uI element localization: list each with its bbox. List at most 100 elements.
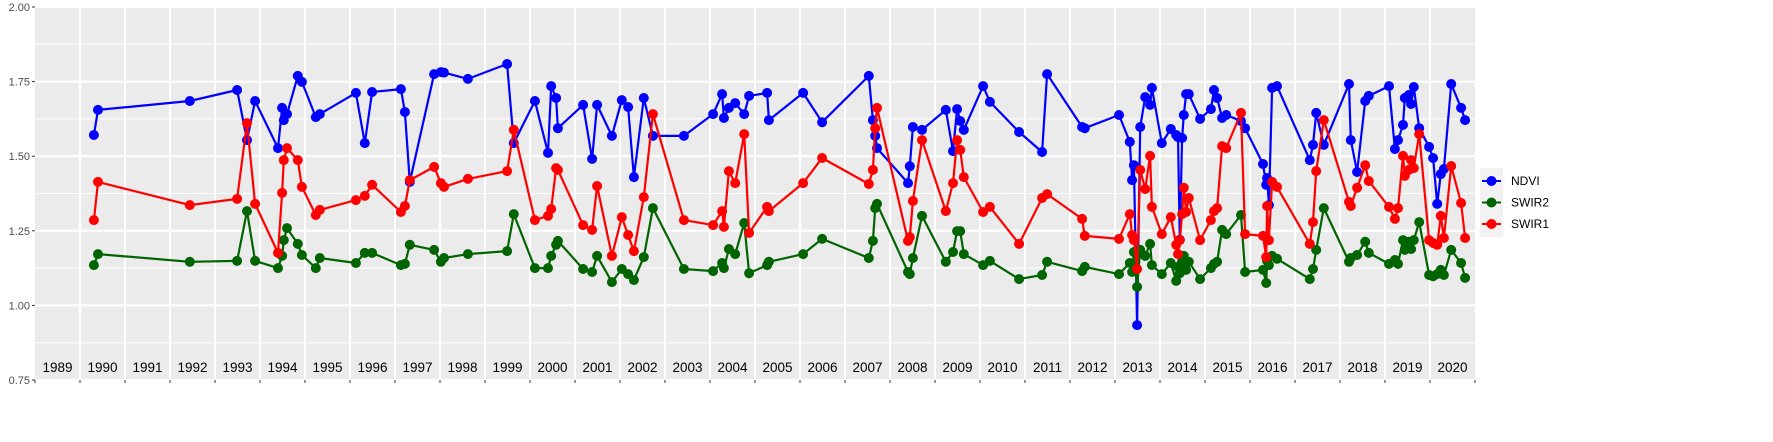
point-ndvi [739, 109, 750, 120]
point-swir2 [904, 269, 915, 280]
year-label: 1995 [312, 360, 342, 375]
point-swir1 [1145, 150, 1156, 161]
point-swir1 [1128, 235, 1139, 246]
point-swir1 [1311, 166, 1322, 177]
point-swir1 [1195, 235, 1206, 246]
point-swir1 [1140, 184, 1151, 194]
point-ndvi [1352, 167, 1363, 177]
point-swir2 [250, 255, 261, 266]
point-swir1 [870, 123, 881, 134]
point-swir1 [647, 109, 658, 120]
point-swir1 [88, 215, 99, 226]
legend-key-point-swir2 [1486, 197, 1497, 208]
point-swir1 [867, 164, 878, 175]
point-swir2 [587, 267, 598, 277]
point-ndvi [551, 93, 562, 103]
point-swir2 [917, 210, 927, 221]
point-swir2 [273, 263, 283, 274]
point-swir1 [1135, 164, 1146, 175]
point-swir2 [1114, 269, 1124, 280]
point-ndvi [1460, 115, 1471, 126]
point-ndvi [606, 130, 617, 141]
point-swir2 [1240, 267, 1251, 277]
point-ndvi [1384, 81, 1394, 92]
point-ndvi [250, 96, 261, 106]
point-swir1 [940, 206, 951, 217]
point-swir2 [708, 266, 719, 277]
point-swir1 [1156, 229, 1167, 240]
point-ndvi [1398, 119, 1408, 130]
point-swir1 [399, 201, 410, 211]
point-ndvi [1406, 99, 1417, 109]
point-swir2 [1156, 269, 1167, 280]
point-swir2 [1181, 264, 1192, 275]
point-ndvi [1456, 102, 1467, 113]
point-swir2 [1318, 203, 1329, 214]
point-swir1 [907, 196, 918, 206]
point-swir1 [638, 192, 649, 203]
point-swir2 [88, 260, 99, 271]
point-swir1 [439, 181, 449, 192]
point-ndvi [958, 124, 969, 135]
y-tick-label: 1.75 [9, 77, 30, 89]
point-swir1 [232, 193, 243, 204]
year-label: 2010 [987, 360, 1017, 375]
point-ndvi [1127, 175, 1138, 186]
point-ndvi [1403, 90, 1414, 100]
point-swir1 [1352, 182, 1363, 193]
point-ndvi [1258, 159, 1268, 169]
point-swir1 [350, 195, 361, 206]
point-swir2 [502, 246, 513, 257]
point-ndvi [367, 87, 378, 97]
point-ndvi [552, 123, 563, 134]
year-label: 2003 [672, 360, 702, 375]
year-label: 1997 [402, 360, 432, 375]
point-ndvi [718, 113, 729, 123]
legend-key-point-swir1 [1486, 219, 1497, 229]
point-ndvi [1209, 85, 1219, 95]
point-swir1 [1079, 230, 1090, 241]
point-swir2 [359, 247, 370, 258]
point-ndvi [1014, 127, 1025, 137]
point-swir2 [292, 238, 303, 249]
point-ndvi [763, 115, 774, 126]
series-layer [88, 59, 1471, 331]
point-swir1 [958, 172, 969, 183]
point-ndvi [628, 172, 639, 183]
series-swir2 [88, 198, 1471, 292]
point-swir1 [718, 221, 729, 232]
point-swir2 [1212, 256, 1223, 267]
year-label: 1999 [492, 360, 522, 375]
point-swir2 [955, 226, 966, 237]
point-ndvi [1145, 99, 1156, 110]
point-swir1 [739, 129, 750, 140]
point-swir1 [184, 200, 195, 211]
year-label: 2000 [537, 360, 567, 375]
point-swir1 [508, 124, 519, 135]
year-label: 2002 [627, 360, 657, 375]
point-swir2 [543, 263, 553, 274]
point-swir1 [1221, 143, 1232, 154]
point-swir2 [1145, 238, 1156, 249]
point-swir1 [592, 181, 603, 191]
legend: NDVI SWIR2 SWIR1 [1480, 168, 1549, 237]
point-swir2 [592, 250, 603, 261]
point-swir2 [1393, 258, 1403, 269]
point-ndvi [350, 87, 361, 98]
point-swir1 [952, 135, 963, 146]
point-swir2 [1363, 247, 1374, 258]
point-swir1 [273, 247, 283, 258]
y-tick-label: 1.50 [9, 151, 30, 163]
point-swir1 [978, 207, 989, 217]
x-axis: 1989 1990 1991 1992 1993 1994 1995 1996 1997 1998… [34, 360, 1476, 383]
point-swir2 [1124, 258, 1135, 268]
point-swir2 [1221, 229, 1232, 240]
point-swir1 [1414, 129, 1425, 140]
y-tick-label: 0.75 [9, 375, 30, 387]
point-swir2 [184, 256, 195, 267]
year-label: 2015 [1212, 360, 1242, 375]
point-swir2 [647, 203, 658, 214]
point-swir2 [1140, 250, 1151, 261]
point-ndvi [863, 70, 874, 81]
point-ndvi [93, 104, 103, 115]
